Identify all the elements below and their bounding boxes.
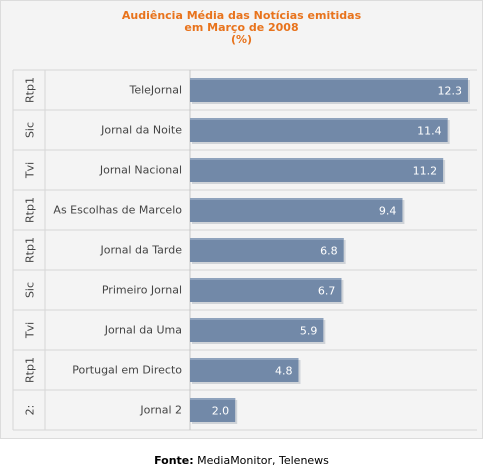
category-label: Jornal da Tarde — [99, 244, 182, 257]
chart-unit-label: (%) — [230, 33, 253, 46]
category-label: Primeiro Jornal — [102, 284, 182, 297]
chart-title: Audiência Média das Notícias emitidas — [121, 9, 362, 22]
source-label: Fonte: — [154, 454, 194, 467]
bar-highlight — [190, 318, 324, 320]
bar — [190, 278, 342, 302]
value-label: 11.4 — [417, 125, 442, 138]
bar-highlight — [190, 118, 448, 120]
group-label: Tvi — [24, 322, 37, 339]
bar — [190, 358, 299, 382]
value-label: 6.8 — [320, 245, 338, 258]
bar-highlight — [190, 278, 342, 280]
group-label: Sic — [24, 122, 37, 138]
bar-chart: Rtp1 TeleJornal 12.3 Sic Jornal da Noite 11.4… — [12, 69, 477, 431]
bar-highlight — [190, 158, 444, 160]
bar-highlight — [190, 398, 236, 400]
bar — [190, 78, 468, 102]
bar — [190, 198, 403, 222]
group-label: 2: — [24, 405, 37, 416]
value-label: 4.8 — [275, 365, 293, 378]
source-note: Fonte: MediaMonitor, Telenews — [0, 454, 483, 467]
source-text: MediaMonitor, Telenews — [197, 454, 329, 467]
category-label: Jornal da Uma — [104, 324, 182, 337]
bar — [190, 238, 344, 262]
value-label: 6.7 — [318, 285, 336, 298]
group-label: Rtp1 — [24, 197, 37, 223]
bar — [190, 398, 236, 422]
category-label: TeleJornal — [128, 84, 182, 97]
bar-highlight — [190, 198, 403, 200]
value-label: 2.0 — [212, 405, 230, 418]
value-label: 5.9 — [300, 325, 318, 338]
category-label: Portugal em Directo — [72, 364, 182, 377]
bar — [190, 158, 444, 182]
category-label: Jornal 2 — [139, 404, 182, 417]
value-label: 9.4 — [379, 205, 397, 218]
value-label: 12.3 — [437, 85, 462, 98]
group-label: Rtp1 — [24, 357, 37, 383]
chart-subtitle: em Março de 2008 — [184, 21, 299, 34]
category-label: As Escolhas de Marcelo — [53, 204, 182, 217]
bar-highlight — [190, 78, 468, 80]
bar-highlight — [190, 238, 344, 240]
bar-highlight — [190, 358, 299, 360]
group-label: Tvi — [24, 162, 37, 179]
bar — [190, 318, 324, 342]
category-label: Jornal Nacional — [99, 164, 182, 177]
value-label: 11.2 — [413, 165, 438, 178]
group-label: Rtp1 — [24, 237, 37, 263]
group-label: Rtp1 — [24, 77, 37, 103]
group-label: Sic — [24, 282, 37, 298]
category-label: Jornal da Noite — [100, 124, 182, 137]
bar — [190, 118, 448, 142]
